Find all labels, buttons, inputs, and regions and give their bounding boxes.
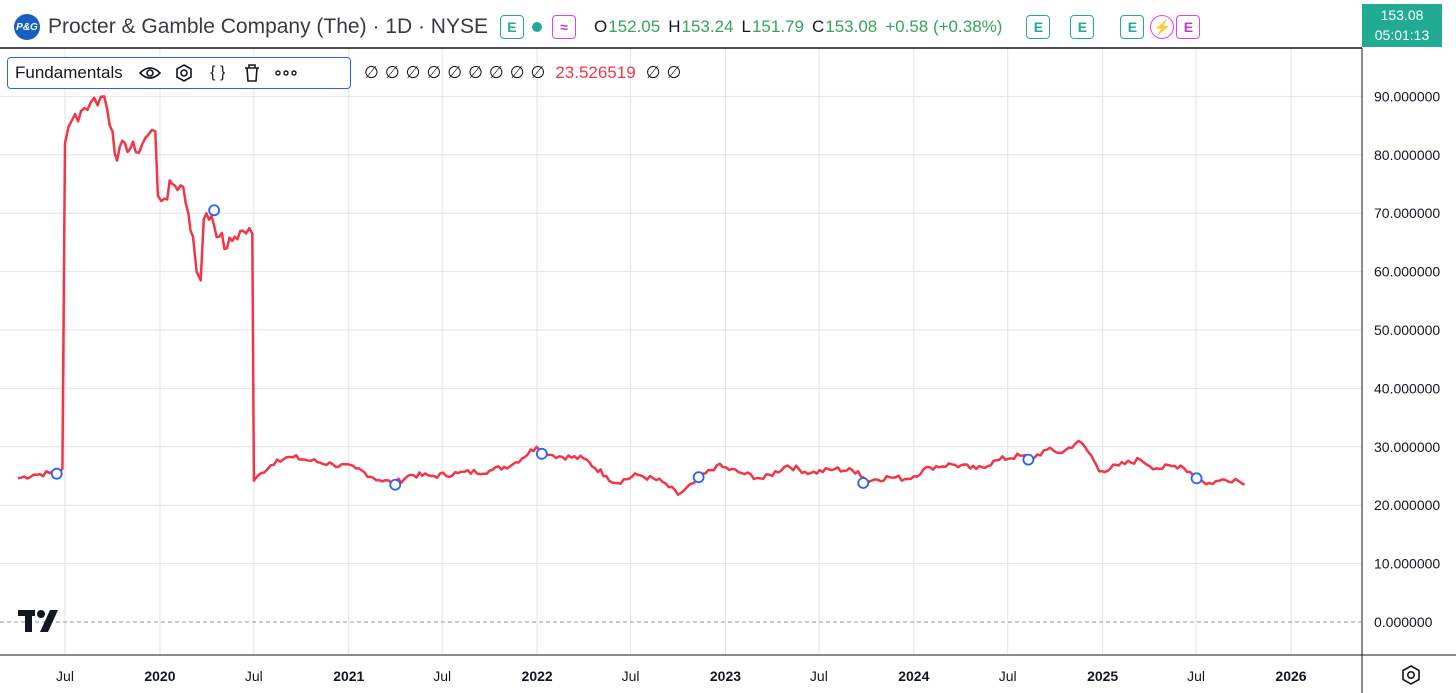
indicator-value: ∅ [405, 63, 421, 82]
indicator-value: ∅ [645, 63, 661, 82]
y-tick-label: 10.000000 [1374, 556, 1440, 572]
x-tick-label: 2026 [1275, 668, 1306, 684]
high-label: H [668, 17, 681, 36]
x-tick-label: Jul [1187, 668, 1205, 684]
x-tick-label: Jul [56, 668, 74, 684]
y-tick-label: 80.000000 [1374, 147, 1440, 163]
source-code-icon[interactable]: { } [210, 64, 226, 81]
settings-icon[interactable] [172, 61, 196, 85]
data-point-marker[interactable] [535, 447, 548, 460]
x-tick-label: Jul [999, 668, 1017, 684]
trash-icon[interactable] [240, 61, 264, 85]
symbol-header: P&G Procter & Gamble Company (The) · 1D … [0, 0, 1362, 48]
high-value: 153.24 [681, 17, 734, 36]
x-tick-label: Jul [245, 668, 263, 684]
indicator-name[interactable]: Fundamentals [15, 63, 123, 82]
symbol-title[interactable]: Procter & Gamble Company (The) · 1D · NY… [48, 15, 488, 38]
x-tick-label: Jul [810, 668, 828, 684]
indicator-value: ∅ [384, 63, 400, 82]
x-tick-label: Jul [622, 668, 640, 684]
data-point-marker[interactable] [692, 471, 705, 484]
indicator-value: ∅ [426, 63, 442, 82]
symbol-logo[interactable]: P&G [14, 14, 40, 40]
x-tick-label: 2020 [144, 668, 175, 684]
indicator-value: ∅ [530, 63, 546, 82]
price-axis[interactable]: 0.000000 10.000000 20.000000 30.000000 40.00… [1374, 88, 1440, 630]
close-label: C [811, 17, 825, 36]
change-value: +0.58 (+0.38%) [885, 17, 1003, 36]
marker-layer [50, 204, 1203, 491]
bar-countdown: 05:01:13 [1374, 27, 1430, 43]
earnings-badge[interactable]: E [499, 15, 524, 39]
x-tick-label: 2021 [333, 668, 364, 684]
indicator-value: ∅ [364, 63, 379, 82]
indicator-values: ∅ ∅ ∅ ∅ ∅ ∅ ∅ ∅ ∅ 23.526519 ∅ ∅ [364, 61, 687, 85]
data-point-marker[interactable] [389, 478, 402, 491]
x-tick-label: 2022 [522, 668, 553, 684]
x-tick-label: 2023 [710, 668, 741, 684]
series-line[interactable] [17, 95, 1246, 496]
earnings-badge[interactable]: E [1120, 15, 1145, 39]
ohlc-values: O 152.05 H 153.24 L 151.79 C 153.08 +0.58 (+… [586, 17, 1002, 37]
chart-grid [0, 48, 1362, 655]
market-status-icon[interactable] [531, 22, 542, 32]
series-layer [17, 95, 1246, 496]
lightning-icon[interactable]: ⚡ [1150, 15, 1175, 39]
x-tick-label: Jul [433, 668, 451, 684]
earnings-badge[interactable]: E [1026, 15, 1051, 39]
data-point-marker[interactable] [1022, 453, 1035, 466]
indicator-value: ∅ [509, 63, 525, 82]
dividend-badge[interactable]: E [1176, 15, 1201, 39]
data-point-marker[interactable] [50, 467, 63, 480]
close-value: 153.08 [825, 17, 878, 36]
y-tick-label: 20.000000 [1374, 497, 1440, 513]
last-price-tag: 153.08 05:01:13 [1362, 4, 1442, 47]
eye-icon[interactable] [138, 61, 162, 85]
indicator-value: ∅ [468, 63, 483, 82]
low-value: 151.79 [751, 17, 804, 36]
y-tick-label: 60.000000 [1374, 264, 1440, 280]
indicator-value: ∅ [666, 63, 682, 82]
y-tick-label: 40.000000 [1374, 380, 1440, 396]
open-label: O [593, 17, 608, 36]
tradingview-logo[interactable] [18, 608, 66, 639]
indicator-value: ∅ [488, 63, 504, 82]
y-tick-label: 0.000000 [1374, 614, 1433, 630]
y-tick-label: 90.000000 [1374, 88, 1440, 104]
y-tick-label: 30.000000 [1374, 439, 1440, 455]
data-wave-icon[interactable]: ≈ [551, 15, 576, 39]
earnings-badge[interactable]: E [1070, 15, 1095, 39]
x-tick-label: 2025 [1087, 668, 1118, 684]
y-tick-label: 70.000000 [1374, 205, 1440, 221]
indicator-value: ∅ [447, 63, 463, 82]
low-label: L [741, 17, 751, 36]
x-tick-label: 2024 [898, 668, 929, 684]
indicator-legend[interactable]: Fundamentals { } [7, 57, 351, 89]
indicator-current-value: 23.526519 [555, 63, 636, 82]
data-point-marker[interactable] [208, 204, 221, 217]
time-axis[interactable]: Jul 2020 Jul 2021 Jul 2022 Jul 2023 Jul 2024 Jul 20… [56, 668, 1307, 684]
gear-icon[interactable] [1400, 664, 1422, 691]
data-point-marker[interactable] [857, 477, 870, 489]
data-point-marker[interactable] [1190, 472, 1203, 485]
more-icon[interactable] [274, 61, 298, 85]
y-tick-label: 50.000000 [1374, 322, 1440, 338]
open-value: 152.05 [608, 17, 661, 36]
last-price: 153.08 [1380, 7, 1424, 23]
title-row: P&G Procter & Gamble Company (The) · 1D … [14, 12, 1201, 42]
